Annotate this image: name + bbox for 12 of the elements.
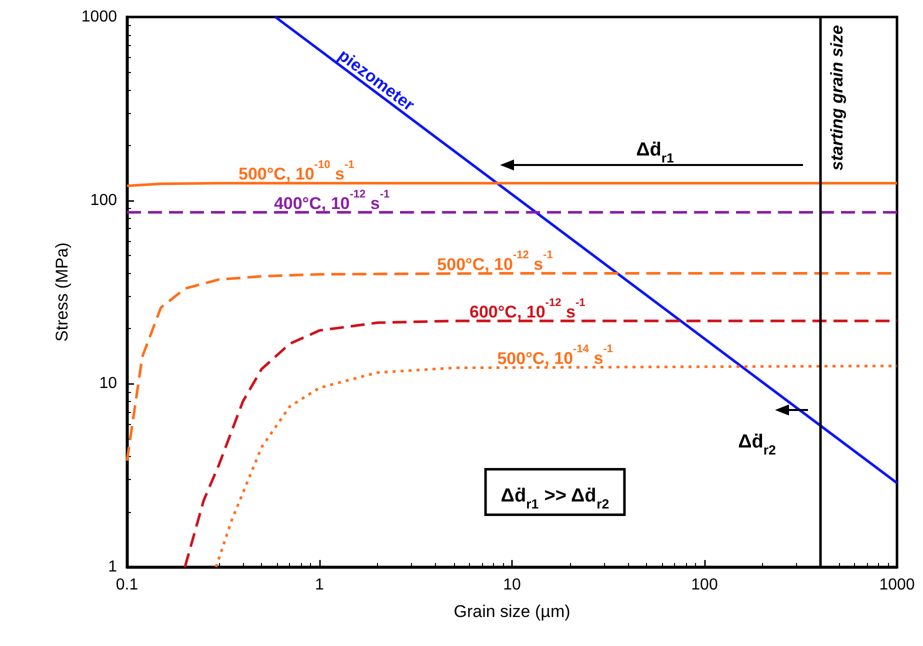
- y-tick-label: 1000: [81, 8, 118, 26]
- y-tick-label: 1: [108, 558, 118, 576]
- x-axis-title: Grain size (µm): [454, 602, 570, 621]
- x-tick-label: 0.1: [116, 576, 138, 594]
- y-axis-title: Stress (MPa): [52, 242, 72, 342]
- ref-line-label: starting grain size: [827, 25, 846, 170]
- x-tick-label: 1: [315, 576, 324, 594]
- x-tick-label: 100: [691, 576, 718, 594]
- x-tick-label: 1000: [879, 576, 915, 594]
- y-tick-label: 100: [90, 192, 118, 209]
- x-tick-label: 10: [503, 576, 521, 594]
- y-tick-label: 10: [99, 375, 118, 392]
